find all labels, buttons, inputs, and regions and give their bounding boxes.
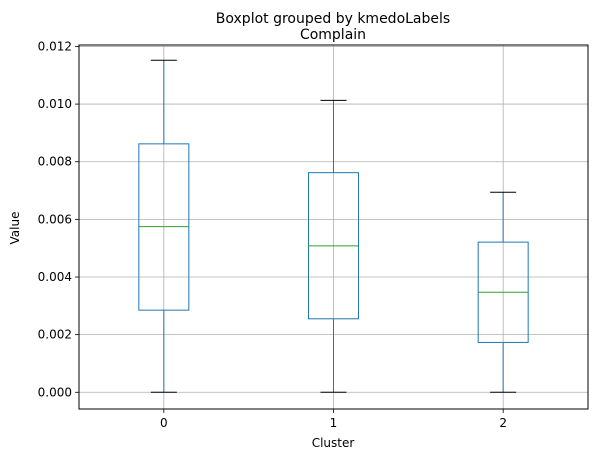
x-tick-label: 2 xyxy=(499,416,507,430)
y-tick-label: 0.004 xyxy=(38,270,72,284)
axis-ticks: 0.000 0.002 0.004 0.006 0.008 0.010 0.012 0 1 2 xyxy=(38,39,507,430)
x-tick-label: 0 xyxy=(160,416,168,430)
y-tick-label: 0.006 xyxy=(38,212,72,226)
y-tick-label: 0.012 xyxy=(38,39,72,53)
y-axis-label: Value xyxy=(8,212,22,245)
y-tick-label: 0.000 xyxy=(38,385,72,399)
box-cluster-2 xyxy=(477,191,529,393)
box-cluster-1 xyxy=(308,99,359,393)
box-elements xyxy=(138,59,529,393)
box-cluster-0 xyxy=(138,59,190,393)
chart-title: Complain xyxy=(300,27,366,43)
x-tick-label: 1 xyxy=(330,416,338,430)
y-tick-label: 0.010 xyxy=(38,97,72,111)
x-axis-label: Cluster xyxy=(312,436,355,450)
y-tick-label: 0.008 xyxy=(38,155,72,169)
y-tick-label: 0.002 xyxy=(38,328,72,342)
chart-suptitle: Boxplot grouped by kmedoLabels xyxy=(216,11,450,27)
